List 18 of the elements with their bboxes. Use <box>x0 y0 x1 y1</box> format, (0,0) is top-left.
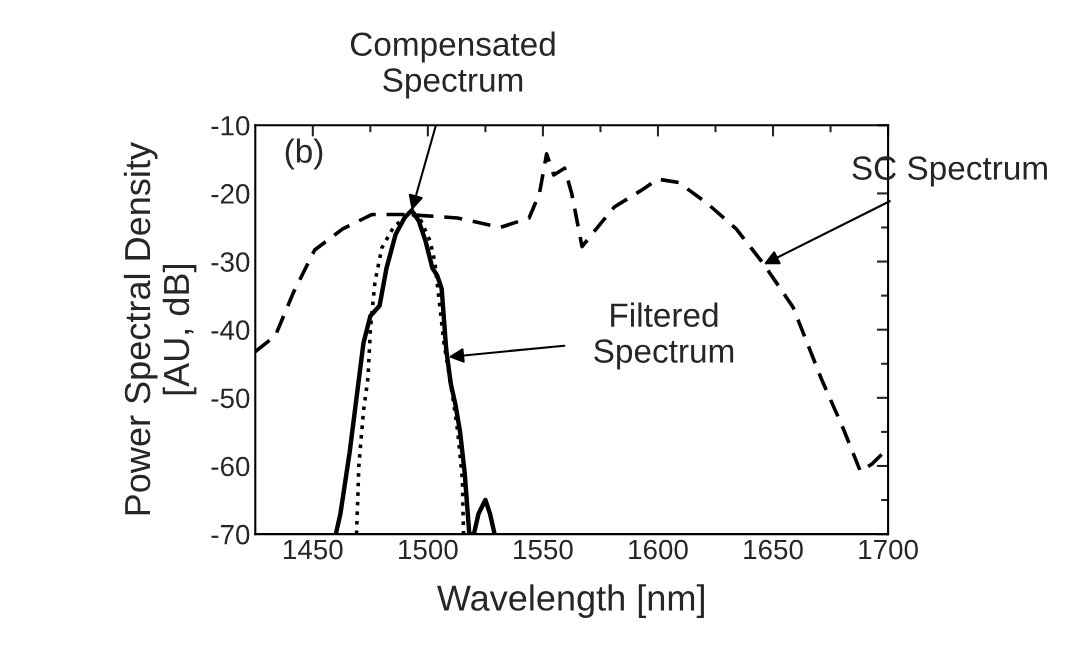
x-tick-label: 1650 <box>744 539 803 560</box>
y-tick-label: -30 <box>211 252 250 272</box>
annotation: Compensated Spectrum <box>350 31 555 99</box>
y-tick-label: -60 <box>211 456 250 477</box>
x-tick-label: 1500 <box>399 539 458 560</box>
y-axis-title: Power Spectral Density [AU, dB] <box>123 142 197 515</box>
annotation: Filtered Spectrum <box>594 302 734 370</box>
x-axis-title: Wavelength [nm] <box>437 584 704 618</box>
x-tick-label: 1450 <box>284 539 343 560</box>
x-tick-label: 1550 <box>514 539 573 560</box>
annotation: (b) <box>285 138 323 170</box>
y-tick-label: -20 <box>211 184 250 204</box>
y-tick-label: -50 <box>211 388 250 409</box>
x-tick-label: 1600 <box>629 539 688 560</box>
y-tick-label: -10 <box>211 115 250 136</box>
y-tick-label: -70 <box>211 524 250 545</box>
y-tick-label: -40 <box>211 320 250 341</box>
x-tick-label: 1700 <box>859 539 918 560</box>
